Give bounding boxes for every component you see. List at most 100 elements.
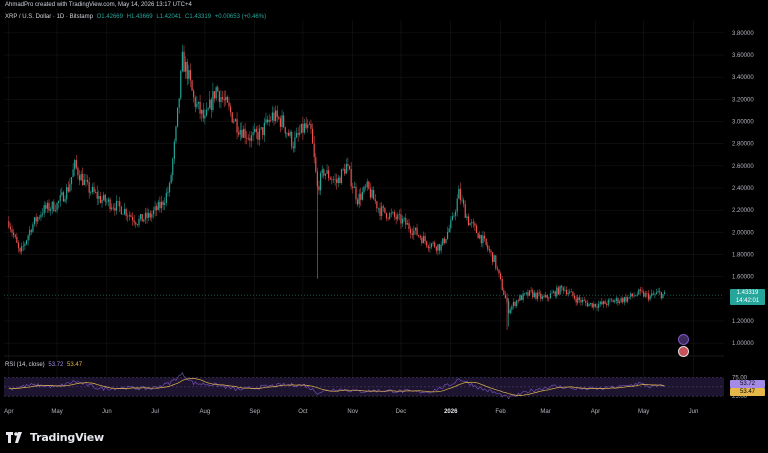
candle-body xyxy=(361,191,363,200)
candle-body xyxy=(241,130,243,138)
candle-body xyxy=(495,255,497,269)
candle-body xyxy=(106,201,108,203)
candle-body xyxy=(144,212,147,220)
grid xyxy=(4,20,724,398)
candle-body xyxy=(75,160,77,168)
candle-body xyxy=(149,212,151,218)
price-tick-label: 3.20000 xyxy=(732,97,754,103)
candle-body xyxy=(16,236,18,243)
candle-body xyxy=(194,97,196,107)
rsi-tick-label: 25.00 xyxy=(732,394,748,400)
candle-body xyxy=(459,188,462,201)
candle-body xyxy=(602,301,605,305)
candle-body xyxy=(78,175,81,181)
candle-body xyxy=(475,225,478,234)
candle-body xyxy=(620,298,622,302)
tradingview-logo[interactable]: TradingView xyxy=(6,431,104,444)
candle-body xyxy=(292,146,294,149)
candle-body xyxy=(140,214,142,219)
candle-body xyxy=(41,213,44,215)
candle-body xyxy=(615,298,617,301)
candle-body xyxy=(657,291,659,293)
candle-body xyxy=(331,179,333,181)
candle-body xyxy=(385,212,388,219)
candle-body xyxy=(64,199,66,202)
candle-body xyxy=(324,173,327,176)
candle-body xyxy=(14,235,16,237)
candle-body xyxy=(487,244,489,250)
price-tick-label: 2.40000 xyxy=(732,186,754,192)
candle-body xyxy=(626,297,629,302)
candle-body xyxy=(204,115,206,119)
candle-body xyxy=(466,216,468,218)
candle-body xyxy=(24,243,26,246)
candle-body xyxy=(630,293,632,297)
rsi-plot xyxy=(8,372,665,400)
candle-body xyxy=(255,128,257,132)
candle-body xyxy=(374,199,376,202)
candle-body xyxy=(567,292,569,295)
alert-icon[interactable] xyxy=(678,334,689,345)
candle-body xyxy=(300,123,302,133)
candle-body xyxy=(633,295,635,297)
candle-body xyxy=(381,206,383,217)
candle-body xyxy=(353,186,355,188)
us-flag-icon[interactable] xyxy=(678,346,689,357)
candle-body xyxy=(527,292,529,296)
candle-body xyxy=(456,198,458,212)
candle-body xyxy=(649,295,651,300)
candle-body xyxy=(496,268,498,270)
candle-body xyxy=(559,285,561,295)
candle-body xyxy=(393,212,396,217)
candle-body xyxy=(344,169,346,174)
candle-body xyxy=(570,291,572,293)
candle-body xyxy=(38,217,40,218)
time-tick-label: Oct xyxy=(298,409,308,415)
candle-body xyxy=(360,193,362,200)
symbol-label: XRP / U.S. Dollar · 1D · Bitstamp xyxy=(5,14,93,20)
candle-body xyxy=(556,287,558,297)
candle-body xyxy=(488,249,490,251)
rsi-band xyxy=(4,377,724,397)
close-value: C1.43319 xyxy=(185,14,212,20)
candle-body xyxy=(411,233,413,236)
candle-body xyxy=(291,131,293,147)
time-tick-label: Jun xyxy=(689,409,699,415)
candle-body xyxy=(581,300,584,303)
candle-body xyxy=(234,119,237,122)
candle-body xyxy=(517,300,519,301)
candle-body xyxy=(183,51,185,72)
candle-body xyxy=(503,290,505,295)
candle-body xyxy=(553,291,555,293)
candle-body xyxy=(376,201,378,209)
candle-body xyxy=(199,101,201,114)
candle-body xyxy=(93,187,95,192)
candle-body xyxy=(186,61,188,79)
candle-body xyxy=(594,303,597,307)
candle-body xyxy=(580,299,582,303)
bar-countdown: 14:42:01 xyxy=(735,298,760,304)
candle-body xyxy=(469,222,471,226)
candle-body xyxy=(397,214,399,220)
candle-body xyxy=(156,206,158,211)
candle-body xyxy=(96,192,98,199)
candle-body xyxy=(435,247,437,251)
candle-body xyxy=(69,184,71,192)
candle-body xyxy=(168,183,171,193)
candle-body xyxy=(321,169,323,174)
candle-body xyxy=(340,169,343,184)
candle-body xyxy=(40,214,42,218)
candle-body xyxy=(430,243,433,248)
candle-body xyxy=(101,199,103,203)
candle-body xyxy=(165,192,167,204)
candle-body xyxy=(646,293,648,294)
candle-body xyxy=(33,217,36,225)
candle-body xyxy=(152,210,155,215)
candle-body xyxy=(607,299,609,305)
candle-body xyxy=(180,71,182,99)
candle-body xyxy=(88,181,90,193)
candle-body xyxy=(13,232,15,236)
candle-body xyxy=(271,112,273,121)
chart-canvas[interactable]: 3.80000 3.60000 3.40000 3.20000 3.00000 2.800… xyxy=(0,0,768,420)
